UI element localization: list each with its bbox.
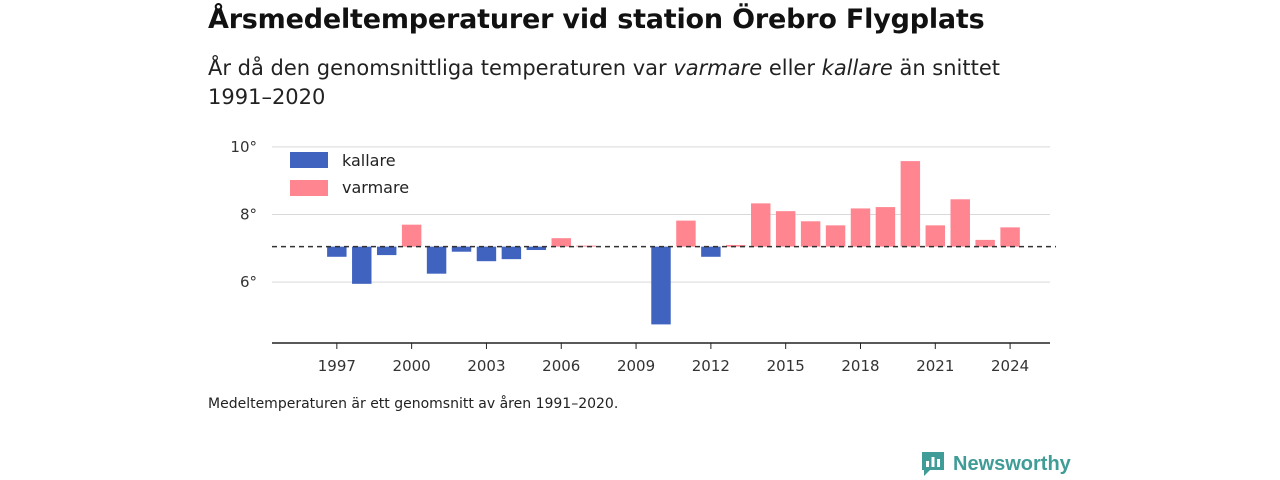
axes: 6° 8° 10° 1997 2000 2003 2006 2009 2012 2015 2018 2… (230, 138, 1056, 375)
bar-1997 (327, 246, 347, 257)
bar-2020 (900, 161, 921, 247)
x-tick-label-2018: 2018 (841, 357, 879, 375)
bar-2016 (800, 221, 821, 247)
bar-1999 (376, 246, 397, 256)
x-tick-label-2006: 2006 (542, 357, 580, 375)
bar-2006 (551, 238, 571, 247)
subtitle-warm-word: varmare (673, 56, 763, 80)
bar-2002 (451, 246, 472, 252)
subtitle-text-2: eller (762, 56, 822, 80)
subtitle-text-1: År då den genomsnittliga temperaturen va… (208, 56, 674, 80)
bar-2013 (726, 244, 746, 247)
legend-swatch-varmare (290, 180, 328, 196)
subtitle-cold-word: kallare (821, 56, 893, 80)
temperature-bar-chart: 6° 8° 10° 1997 2000 2003 2006 2009 2012 2015 2018 2… (230, 138, 1056, 375)
bar-2004 (501, 246, 522, 260)
chart-title: Årsmedeltemperaturer vid station Örebro … (208, 4, 985, 35)
bar-2017 (825, 225, 846, 247)
legend-label-varmare: varmare (342, 178, 409, 197)
bar-2021 (925, 225, 946, 247)
y-tick-label-10: 10° (230, 138, 257, 156)
legend: kallare varmare (290, 151, 409, 197)
footnote: Medeltemperaturen är ett genomsnitt av å… (208, 396, 619, 412)
brand-name: Newsworthy (953, 452, 1071, 475)
bar-2011 (676, 220, 696, 247)
bar-2010 (651, 246, 671, 325)
x-tick-label-2012: 2012 (692, 357, 730, 375)
bar-2000 (401, 224, 422, 247)
x-tick-label-2000: 2000 (393, 357, 431, 375)
bar-2007 (576, 245, 596, 247)
chart-subtitle: År då den genomsnittliga temperaturen va… (208, 54, 1028, 112)
y-tick-label-6: 6° (240, 273, 257, 291)
x-tick-label-1997: 1997 (318, 357, 356, 375)
x-tick-label-2021: 2021 (916, 357, 954, 375)
legend-label-kallare: kallare (342, 151, 396, 170)
bar-2015 (775, 211, 796, 247)
bar-2024 (1000, 227, 1020, 247)
bar-2001 (426, 246, 447, 274)
bar-1998 (352, 246, 372, 284)
x-tick-label-2024: 2024 (991, 357, 1029, 375)
bar-2022 (950, 199, 970, 247)
legend-swatch-kallare (290, 152, 328, 168)
bar-2023 (975, 239, 995, 247)
x-tick-label-2009: 2009 (617, 357, 655, 375)
bar-2012 (701, 246, 721, 257)
bar-2005 (526, 246, 547, 251)
brand-logo[interactable]: Newsworthy (920, 450, 1071, 478)
bar-2014 (751, 203, 771, 247)
bars (327, 161, 1020, 325)
x-tick-label-2015: 2015 (767, 357, 805, 375)
x-tick-label-2003: 2003 (467, 357, 505, 375)
bar-2018 (850, 208, 871, 247)
bar-2003 (476, 246, 497, 262)
bar-2019 (875, 207, 896, 247)
newsworthy-logo-icon (922, 452, 944, 476)
subtitle-text-3: än snittet 1991–2020 (208, 56, 1001, 109)
y-tick-label-8: 8° (240, 206, 257, 224)
